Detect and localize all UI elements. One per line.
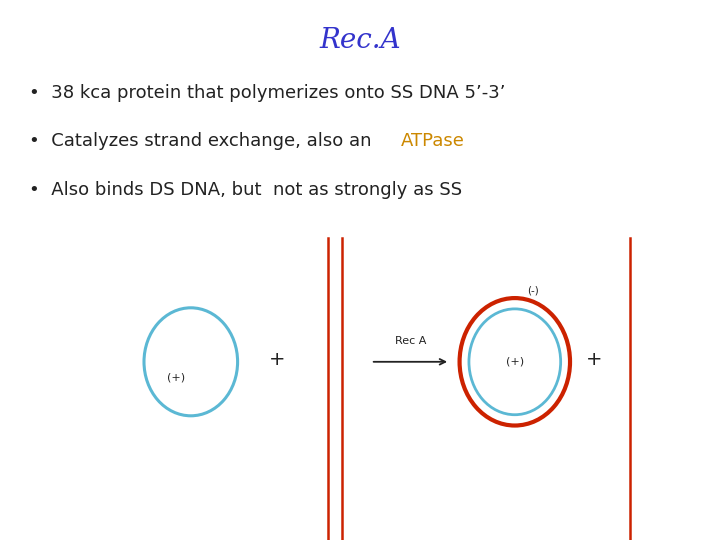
Text: Rec.A: Rec.A bbox=[319, 27, 401, 54]
Text: •  Catalyzes strand exchange, also an: • Catalyzes strand exchange, also an bbox=[29, 132, 377, 150]
Text: (-): (-) bbox=[527, 285, 539, 295]
Text: +: + bbox=[269, 349, 285, 369]
Text: ATPase: ATPase bbox=[401, 132, 465, 150]
Text: •  38 kᴄa protein that polymerizes onto SS DNA 5’-3’: • 38 kᴄa protein that polymerizes onto S… bbox=[29, 84, 505, 102]
Text: (+): (+) bbox=[505, 357, 524, 367]
Text: Rec A: Rec A bbox=[395, 335, 426, 346]
Text: •  Also binds DS DNA, but  not as strongly as SS: • Also binds DS DNA, but not as strongly… bbox=[29, 181, 462, 199]
Text: +: + bbox=[586, 349, 602, 369]
Text: (+): (+) bbox=[167, 373, 186, 383]
